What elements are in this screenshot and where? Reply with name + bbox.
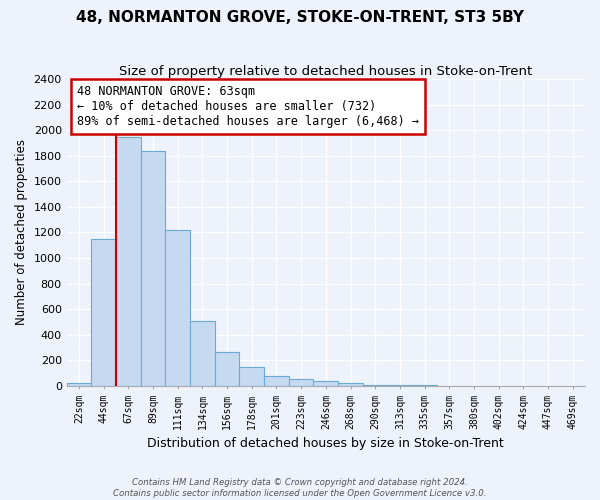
- Title: Size of property relative to detached houses in Stoke-on-Trent: Size of property relative to detached ho…: [119, 65, 532, 78]
- Bar: [215, 352, 239, 386]
- Bar: [166, 230, 190, 386]
- Bar: [116, 136, 141, 386]
- Bar: [239, 366, 264, 386]
- Bar: [289, 380, 313, 386]
- X-axis label: Distribution of detached houses by size in Stoke-on-Trent: Distribution of detached houses by size …: [148, 437, 504, 450]
- Text: 48 NORMANTON GROVE: 63sqm
← 10% of detached houses are smaller (732)
89% of semi: 48 NORMANTON GROVE: 63sqm ← 10% of detac…: [77, 86, 419, 128]
- Bar: [388, 385, 412, 386]
- Text: Contains HM Land Registry data © Crown copyright and database right 2024.
Contai: Contains HM Land Registry data © Crown c…: [113, 478, 487, 498]
- Bar: [190, 320, 215, 386]
- Bar: [313, 382, 338, 386]
- Bar: [363, 384, 388, 386]
- Bar: [141, 150, 166, 386]
- Bar: [264, 376, 289, 386]
- Bar: [338, 382, 363, 386]
- Y-axis label: Number of detached properties: Number of detached properties: [15, 140, 28, 326]
- Bar: [67, 382, 91, 386]
- Bar: [91, 239, 116, 386]
- Text: 48, NORMANTON GROVE, STOKE-ON-TRENT, ST3 5BY: 48, NORMANTON GROVE, STOKE-ON-TRENT, ST3…: [76, 10, 524, 25]
